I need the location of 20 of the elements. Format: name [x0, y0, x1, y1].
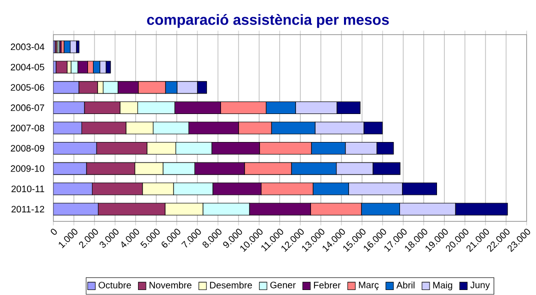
legend-label: Juny — [470, 282, 490, 290]
legend-label: Abril — [396, 282, 414, 289]
legend-label: Gener — [270, 282, 296, 288]
legend-label: Desembre — [210, 282, 252, 289]
y-tick-label: 2006-07 — [10, 104, 44, 112]
y-tick-label: 2007-08 — [10, 124, 44, 132]
legend-label: Octubre — [98, 282, 131, 289]
y-tick-label: 2009-10 — [10, 165, 44, 172]
y-tick-label: 2011-12 — [12, 206, 44, 213]
y-tick-label: 2010-11 — [12, 186, 44, 192]
legend-label: Novembre — [150, 282, 192, 289]
x-tick-label: 0 — [50, 228, 57, 235]
chart-title: comparació assistència per mesos — [147, 14, 389, 28]
legend-label: Maig — [433, 282, 452, 290]
y-tick-label: 2003-04 — [10, 44, 44, 50]
legend-label: Març — [358, 282, 379, 290]
y-tick-label: 2004-05 — [10, 64, 44, 71]
y-tick-label: 2008-09 — [10, 145, 44, 152]
legend-label: Febrer — [314, 282, 341, 289]
y-tick-label: 2005-06 — [10, 84, 44, 91]
